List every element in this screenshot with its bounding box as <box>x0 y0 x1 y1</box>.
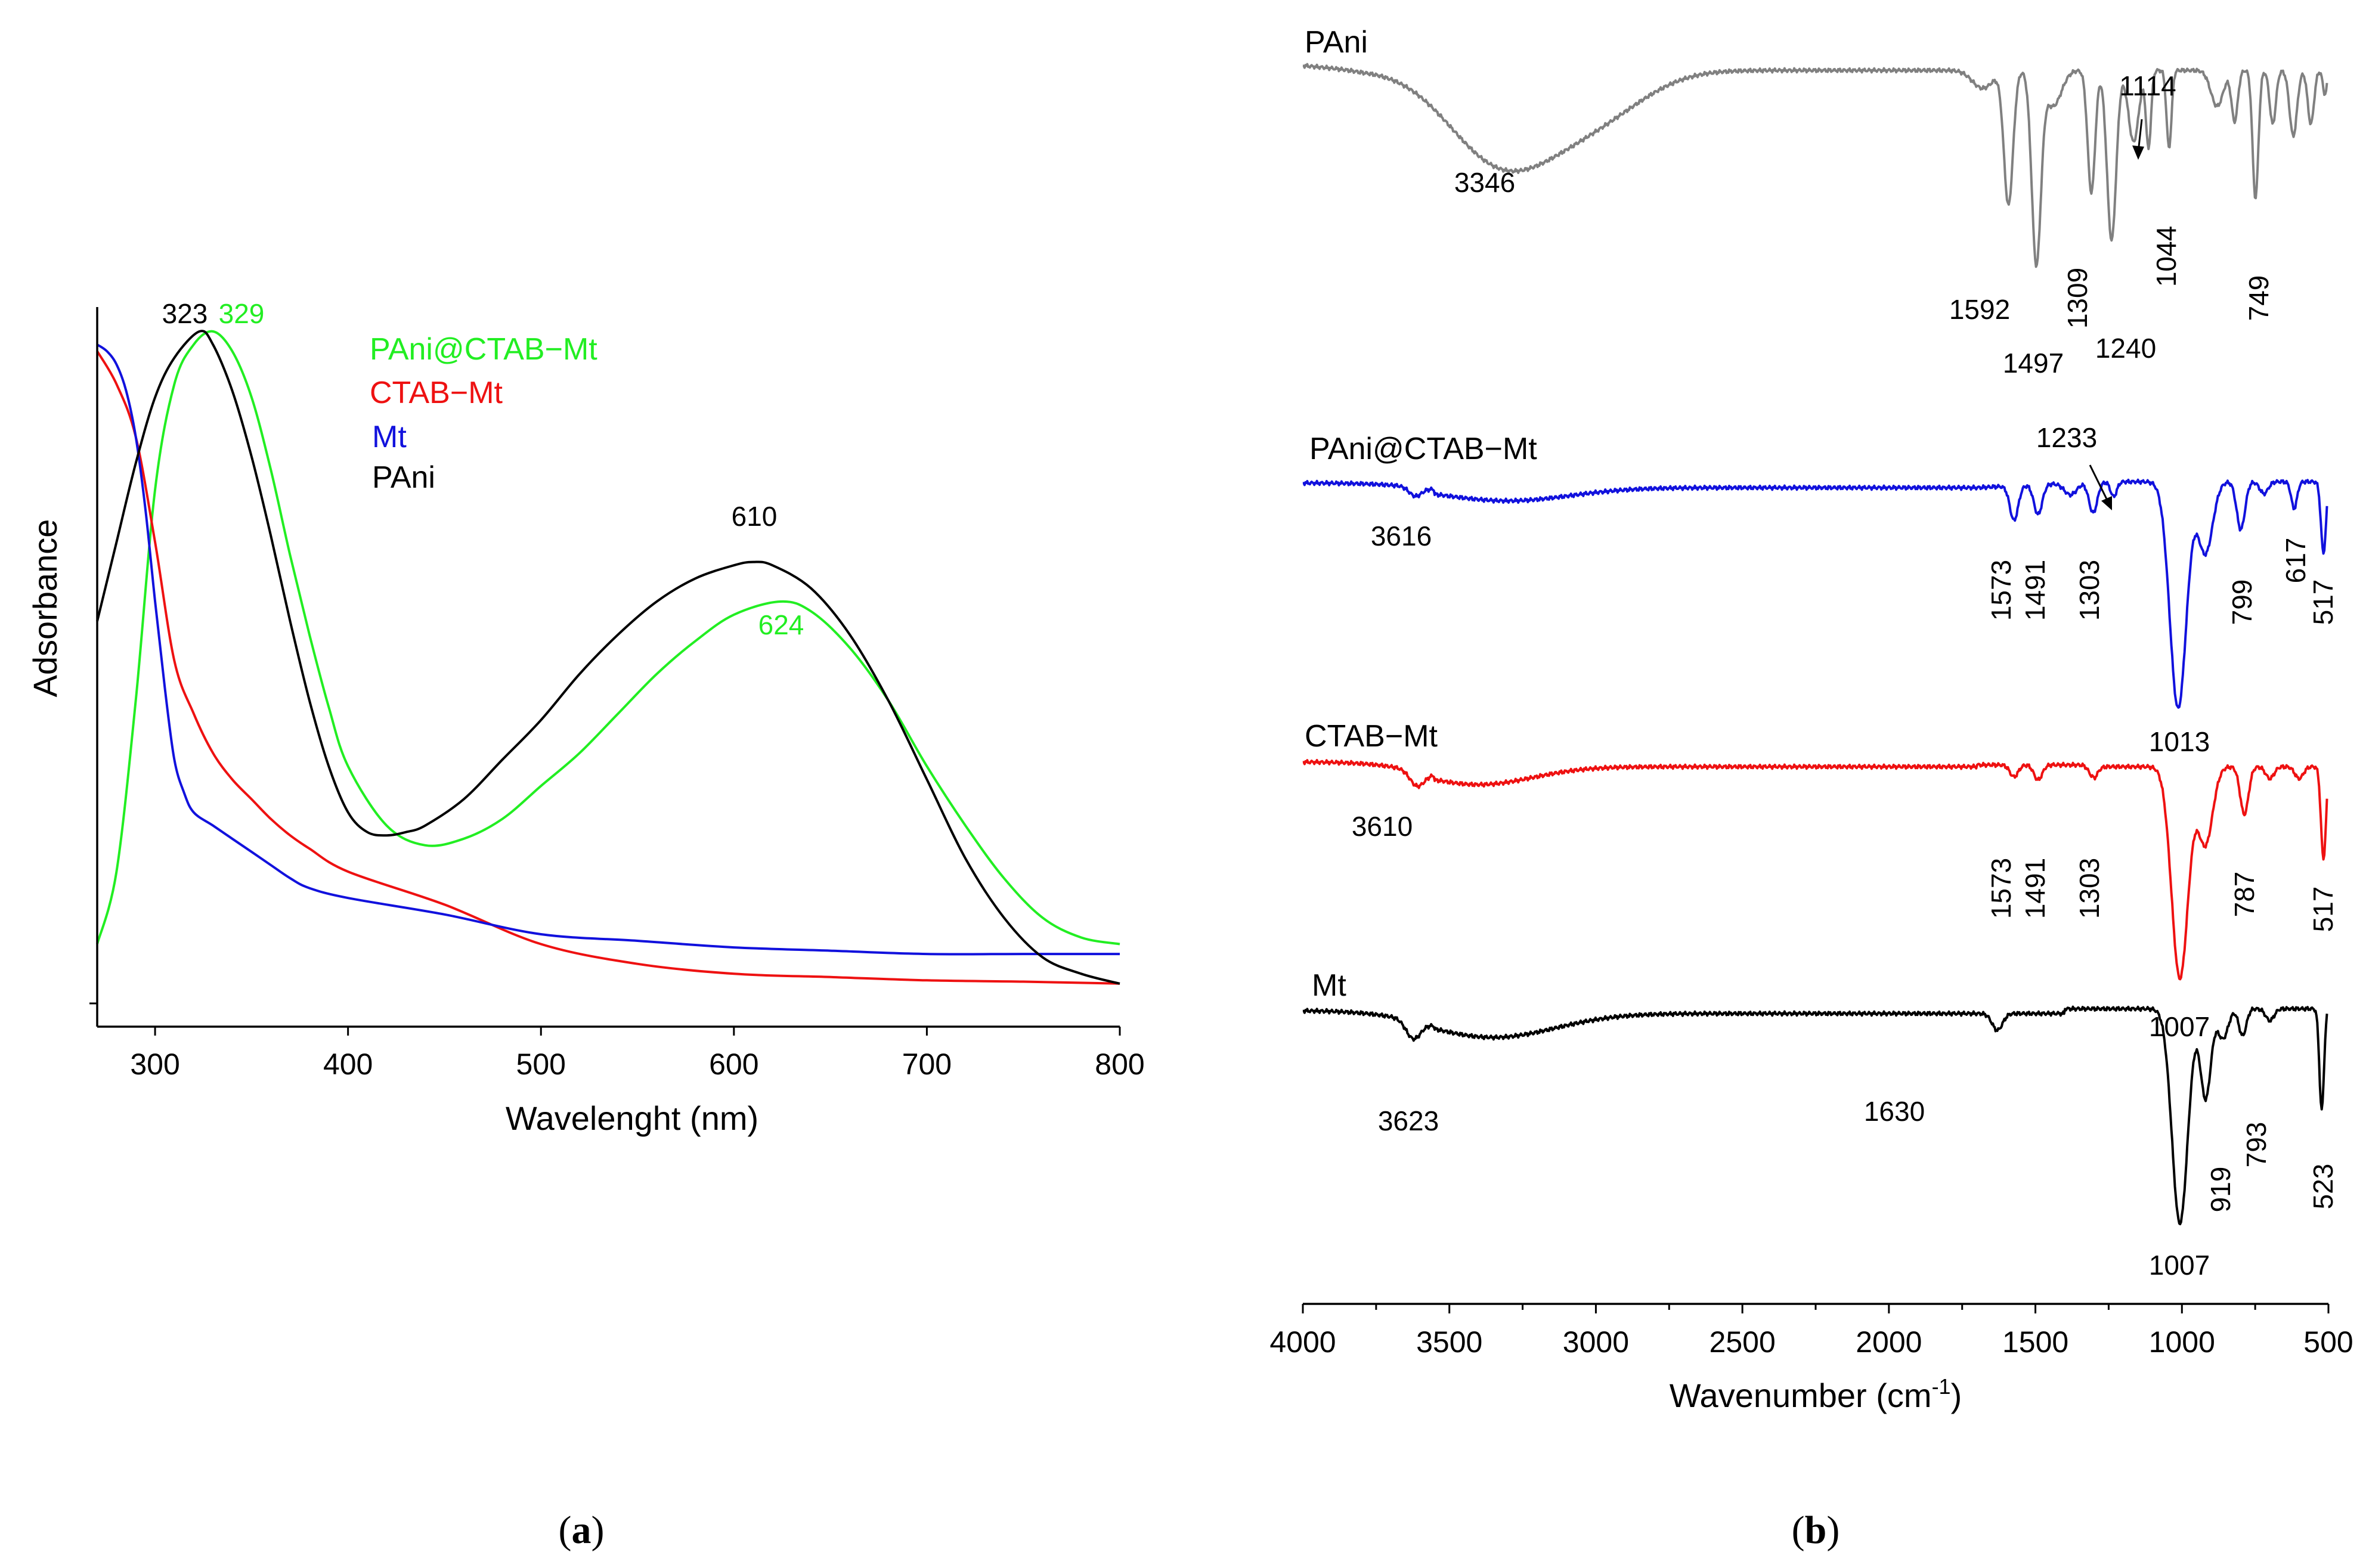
panel-b-peak-ctab-mt-787: 787 <box>2229 872 2260 918</box>
panel-a-x-tick-label: 300 <box>130 1048 179 1081</box>
panel-a-x-tick-label: 500 <box>516 1048 566 1081</box>
panel-b-peak-pani-1497: 1497 <box>2003 348 2064 379</box>
panel-b-x-tick-label: 2500 <box>1710 1325 1776 1359</box>
panel-b-peak-ctab-mt-1573: 1573 <box>1986 858 2017 919</box>
panel-b-x-axis-title-end: ) <box>1951 1377 1962 1414</box>
panel-b-peak-pani-1240: 1240 <box>2095 333 2156 364</box>
panel-b-spectrum-mt <box>1302 1005 2328 1226</box>
panel-b-peak-pani-1114: 1114 <box>2119 70 2176 101</box>
panel-b-label: (b) <box>1792 1508 1840 1552</box>
panel-b-x-tick-label: 500 <box>2303 1325 2353 1359</box>
panel-b-ftir-chart: 4000 3500 3000 2500 2000 1500 1000 500 Wavenumb… <box>1269 25 2353 1552</box>
panel-a-x-tick-label: 600 <box>709 1048 758 1081</box>
panel-b-peak-ctab-mt-1007: 1007 <box>2149 1011 2210 1042</box>
panel-a-legend-pani: PAni <box>372 460 435 495</box>
panel-b-x-tick-label: 1500 <box>2002 1325 2068 1359</box>
panel-b-x-tick-label: 3000 <box>1563 1325 1629 1359</box>
panel-b-peak-mt-1007: 1007 <box>2149 1250 2210 1281</box>
panel-a-label: (a) <box>559 1508 605 1552</box>
panel-b-peak-pani-ctab-mt-799: 799 <box>2226 580 2257 625</box>
panel-b-peak-pani-ctab-mt-617: 617 <box>2280 538 2311 584</box>
panel-b-x-axis-title-sup: -1 <box>1932 1374 1951 1399</box>
panel-a-peak-624: 624 <box>758 609 804 640</box>
panel-a-x-tick-label: 700 <box>902 1048 952 1081</box>
panel-a-curve-ctab-mt <box>96 350 1120 985</box>
panel-b-peak-mt-919: 919 <box>2205 1167 2236 1213</box>
panel-b-curves <box>1302 63 2328 1226</box>
panel-b-peak-pani-3346: 3346 <box>1454 167 1515 198</box>
panel-b-peak-pani-1044: 1044 <box>2151 226 2182 287</box>
panel-b-x-tick-label: 1000 <box>2149 1325 2215 1359</box>
panel-b-peak-ctab-mt-3610: 3610 <box>1352 811 1413 842</box>
panel-a-legend-mt: Mt <box>372 420 407 454</box>
panel-a-peak-323: 323 <box>162 298 208 329</box>
panel-a-peak-610: 610 <box>732 501 778 532</box>
panel-b-peak-pani-ctab-mt-1013: 1013 <box>2149 726 2210 757</box>
panel-a-curve-pani <box>96 330 1120 985</box>
panel-a-x-tick-label: 400 <box>323 1048 373 1081</box>
panel-b-arrowhead-1114 <box>2132 145 2144 160</box>
panel-a-y-axis-title: Adsorbance <box>26 519 64 698</box>
panel-b-peak-pani-749: 749 <box>2243 275 2274 321</box>
panel-b-peak-pani-1309: 1309 <box>2062 268 2093 329</box>
panel-a-legend-pani-ctab-mt: PAni@CTAB−Mt <box>370 332 597 367</box>
panel-b-label-mt: Mt <box>1312 968 1346 1003</box>
panel-b-spectrum-ctab-mt <box>1302 758 2328 981</box>
panel-b-label-ctab-mt: CTAB−Mt <box>1305 719 1438 754</box>
panel-b-peak-pani-ctab-mt-1491: 1491 <box>2020 560 2051 621</box>
panel-b-arrowhead-1233 <box>2101 496 2112 510</box>
panel-a-curves <box>96 330 1120 985</box>
panel-b-label-pani-ctab-mt: PAni@CTAB−Mt <box>1309 432 1537 466</box>
panel-b-x-tick-label: 2000 <box>1856 1325 1922 1359</box>
panel-a-x-ticks: 300 400 500 600 700 800 <box>130 1027 1145 1081</box>
panel-b-x-tick-label: 4000 <box>1269 1325 1336 1359</box>
panel-a-legend-ctab-mt: CTAB−Mt <box>370 376 503 410</box>
panel-b-x-ticks: 4000 3500 3000 2500 2000 1500 1000 500 <box>1269 1304 2353 1359</box>
panel-b-x-axis-title: Wavenumber (cm-1) <box>1670 1374 1962 1414</box>
panel-b-peak-pani-ctab-mt-517: 517 <box>2308 580 2339 625</box>
panel-b-spectrum-pani <box>1302 63 2328 268</box>
panel-b-x-tick-label: 3500 <box>1416 1325 1482 1359</box>
panel-b-peak-pani-1592: 1592 <box>1949 294 2010 325</box>
panel-a-peak-329: 329 <box>219 298 265 329</box>
panel-b-peak-pani-ctab-mt-1573: 1573 <box>1986 560 2017 621</box>
panel-b-peak-pani-ctab-mt-3616: 3616 <box>1371 520 1432 551</box>
panel-a-curve-mt <box>96 343 1120 956</box>
panel-a-x-tick-label: 800 <box>1095 1048 1144 1081</box>
panel-b-peak-mt-523: 523 <box>2308 1164 2339 1210</box>
panel-a-x-axis-title: Wavelenght (nm) <box>506 1099 758 1137</box>
panel-b-peak-ctab-mt-1491: 1491 <box>2020 858 2051 919</box>
panel-b-peak-ctab-mt-1303: 1303 <box>2074 858 2105 919</box>
panel-b-label-pani: PAni <box>1305 25 1368 60</box>
panel-b-peak-mt-793: 793 <box>2241 1122 2272 1168</box>
panel-b-peak-pani-ctab-mt-1233: 1233 <box>2036 422 2097 453</box>
panel-b-x-axis-title-main: Wavenumber (cm <box>1670 1377 1932 1414</box>
panel-a-curve-pani-ctab-mt <box>96 330 1120 946</box>
panel-b-peak-mt-3623: 3623 <box>1378 1105 1439 1136</box>
panel-a-uv-vis-chart: 300 400 500 600 700 800 Wavelenght (nm) Adsor… <box>26 298 1145 1552</box>
panel-b-peak-pani-ctab-mt-1303: 1303 <box>2074 560 2105 621</box>
panel-b-peak-ctab-mt-517: 517 <box>2308 887 2339 932</box>
panel-b-spectrum-pani-ctab-mt <box>1302 478 2328 709</box>
panel-b-arrow-1233 <box>2089 464 2110 503</box>
panel-b-peak-mt-1630: 1630 <box>1864 1096 1925 1127</box>
